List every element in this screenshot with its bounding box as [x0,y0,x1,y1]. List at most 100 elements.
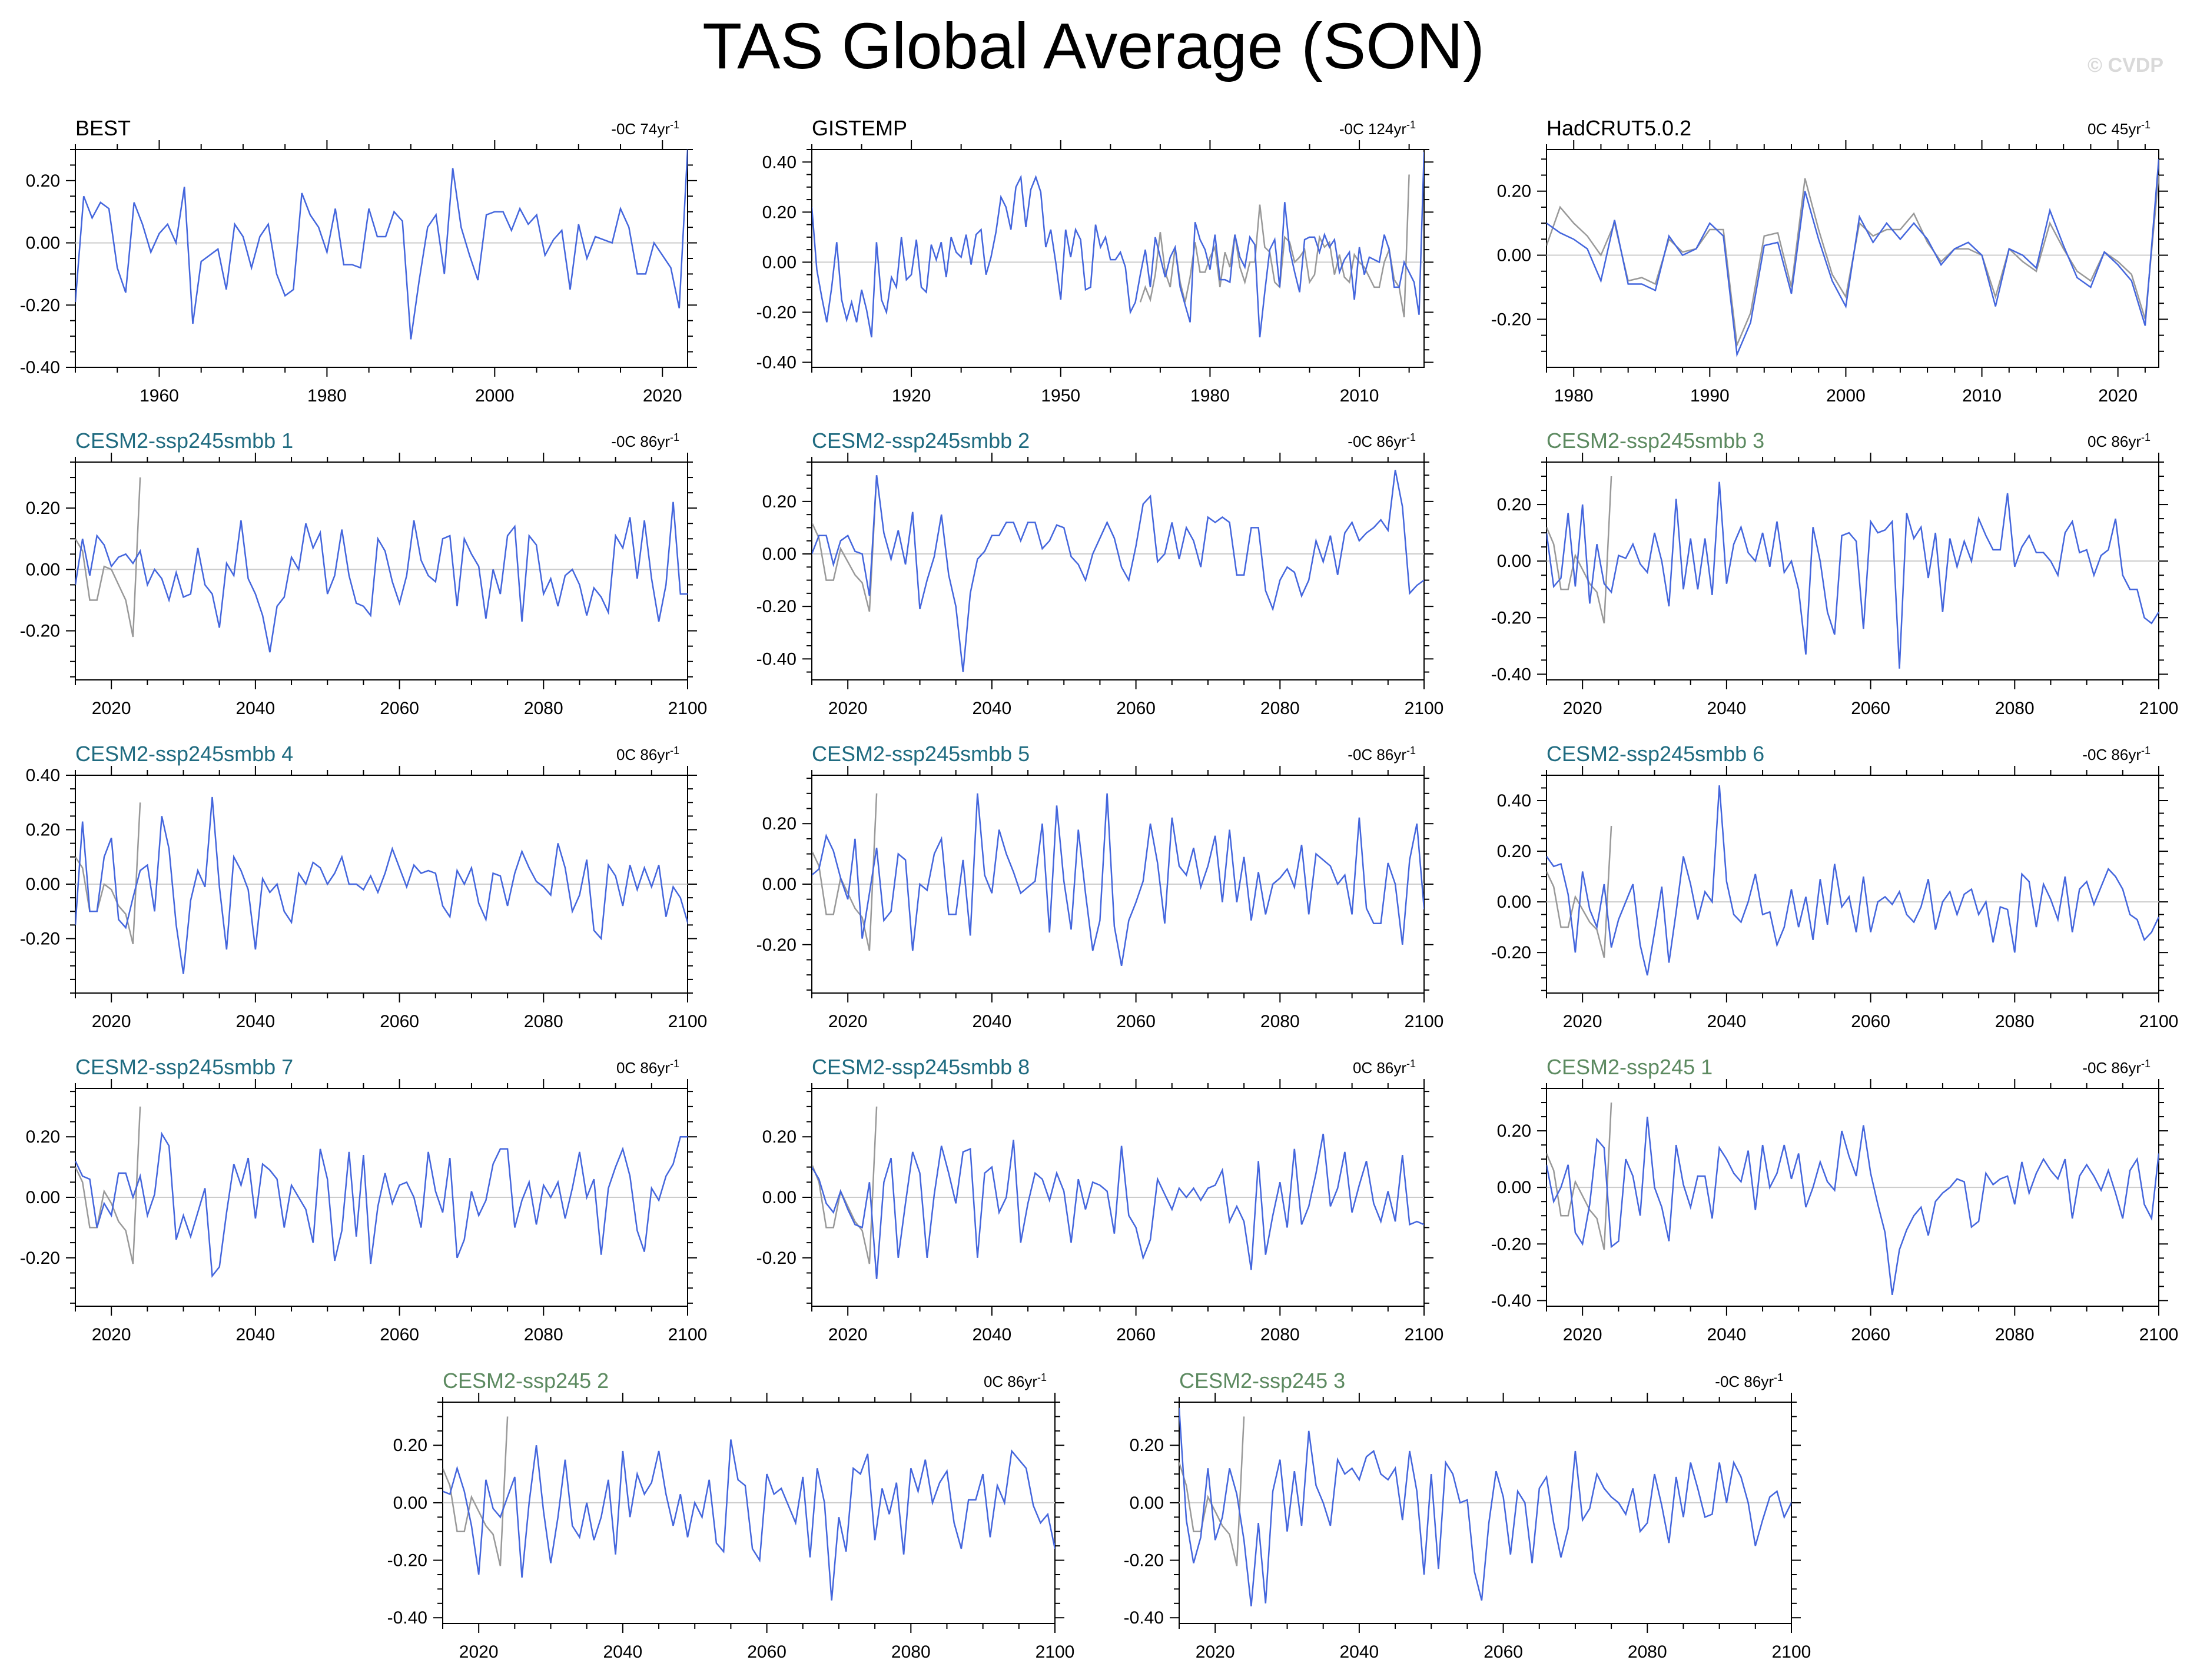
main-series-line [1547,1116,2159,1295]
panel-7: CESM2-ssp245smbb 4 0C 86yr-1 -0.20 0.00 0.20… [20,742,708,1031]
x-tick-label: 2080 [1260,1012,1300,1031]
x-tick-label: 2100 [2139,699,2179,718]
x-tick-label: 2040 [236,1325,276,1344]
x-tick-label: 2040 [1707,699,1747,718]
x-tick-label: 2020 [92,699,131,718]
x-tick-label: 1990 [1690,386,1730,406]
y-tick-label: -0.20 [1491,608,1531,627]
x-tick-label: 2000 [1826,386,1866,406]
y-tick-label: 0.00 [26,560,60,579]
y-tick-label: 0.00 [762,875,797,894]
y-tick-label: 0.40 [762,152,797,172]
x-tick-label: 2080 [1995,1325,2035,1344]
panel-title: GISTEMP [812,116,907,140]
x-tick-label: 2100 [2139,1325,2179,1344]
trend-label: 0C 86yr-1 [1353,1058,1416,1077]
panel-title: CESM2-ssp245smbb 2 [812,429,1030,453]
x-tick-label: 2010 [1962,386,2002,406]
reference-series-line [443,1416,509,1566]
panel-title: CESM2-ssp245smbb 7 [75,1055,293,1079]
x-tick-label: 2100 [1405,699,1444,718]
x-tick-label: 2060 [1851,1325,1890,1344]
plot-frame [1179,1402,1792,1624]
x-tick-label: 2040 [236,699,276,718]
x-tick-label: 2060 [1116,1325,1156,1344]
main-series-line [75,502,688,653]
main-series-line [443,1439,1055,1601]
panel-title: CESM2-ssp245smbb 3 [1547,429,1764,453]
plot-frame [75,461,688,680]
y-tick-label: 0.20 [762,814,797,834]
panel-title: BEST [75,116,131,140]
y-tick-label: 0.20 [1497,182,1531,201]
y-tick-label: 0.00 [393,1493,427,1513]
panel-6: CESM2-ssp245smbb 3 0C 86yr-1 -0.40 -0.20 0.0… [1491,429,2179,718]
y-tick-label: -0.40 [1491,665,1531,684]
plot-frame [811,461,1425,680]
x-tick-label: 2040 [236,1012,276,1031]
trend-unit: -1 [1406,1058,1416,1070]
y-tick-label: 0.20 [1497,842,1531,861]
trend-unit: -1 [670,1058,679,1070]
x-tick-label: 2080 [524,699,563,718]
x-tick-label: 2020 [92,1012,131,1031]
x-tick-label: 2080 [524,1012,563,1031]
y-tick-label: 0.20 [26,499,60,518]
y-tick-label: 0.00 [1497,246,1531,265]
main-series-line [1547,482,2159,669]
panel-3: HadCRUT5.0.2 0C 45yr-1 -0.20 0.00 0.20 1980 19… [1491,116,2168,406]
x-tick-label: 2080 [1995,1012,2035,1031]
x-tick-label: 2020 [643,386,682,406]
plot-frame [1546,1088,2159,1307]
y-tick-label: 0.20 [26,1127,60,1147]
trend-label: -0C 124yr-1 [1339,119,1416,138]
x-tick-label: 2080 [891,1642,931,1662]
y-tick-label: -0.20 [387,1551,427,1571]
trend-unit: -1 [1037,1372,1047,1383]
trend-unit: -1 [670,745,679,756]
trend-unit: -1 [1406,119,1416,131]
reference-series-line [75,802,141,945]
y-tick-label: 0.20 [26,171,60,191]
reference-series-line [75,477,141,638]
y-tick-label: -0.20 [1491,1234,1531,1254]
x-tick-label: 1980 [1190,386,1230,406]
reference-series-line [1547,476,1612,624]
panel-11: CESM2-ssp245smbb 8 0C 86yr-1 -0.20 0.00 0.20… [756,1055,1444,1344]
y-tick-label: 0.20 [1130,1436,1164,1455]
main-series-line [812,152,1424,338]
x-tick-label: 2060 [380,1012,419,1031]
y-tick-label: 0.20 [762,202,797,222]
trend-unit: -1 [2141,119,2151,131]
trend-label: -0C 86yr-1 [611,431,679,450]
main-series-line [75,796,688,974]
x-tick-label: 2100 [668,1325,708,1344]
main-series-line [1179,1407,1791,1606]
y-tick-label: 0.00 [1130,1493,1164,1513]
x-tick-label: 2040 [1707,1325,1747,1344]
x-tick-label: 2020 [828,1325,868,1344]
plot-frame [442,1402,1056,1624]
y-tick-label: 0.00 [1497,552,1531,571]
panel-1: BEST -0C 74yr-1 -0.40 -0.20 0.00 0.20 1960 1980… [20,116,697,406]
trend-unit: -1 [1406,745,1416,756]
trend-label: -0C 74yr-1 [611,119,679,138]
x-tick-label: 2100 [1405,1325,1444,1344]
y-tick-label: -0.20 [20,929,60,949]
panel-9: CESM2-ssp245smbb 6 -0C 86yr-1 -0.20 0.00 0.2… [1491,742,2179,1031]
trend-label: -0C 86yr-1 [1715,1372,1783,1390]
panel-title: CESM2-ssp245smbb 6 [1547,742,1764,766]
x-tick-label: 2060 [1484,1642,1523,1662]
y-tick-label: 0.20 [393,1436,427,1455]
trend-label: -0C 86yr-1 [1348,745,1416,763]
trend-label: -0C 86yr-1 [2082,745,2151,763]
y-tick-label: 0.20 [1497,495,1531,514]
main-series-line [812,793,1424,967]
y-tick-label: 0.40 [26,766,60,785]
y-tick-label: 0.00 [1497,892,1531,912]
panel-title: CESM2-ssp245smbb 5 [812,742,1030,766]
main-series-line [1547,785,2159,976]
y-tick-label: -0.20 [20,1249,60,1268]
x-tick-label: 2060 [1116,699,1156,718]
